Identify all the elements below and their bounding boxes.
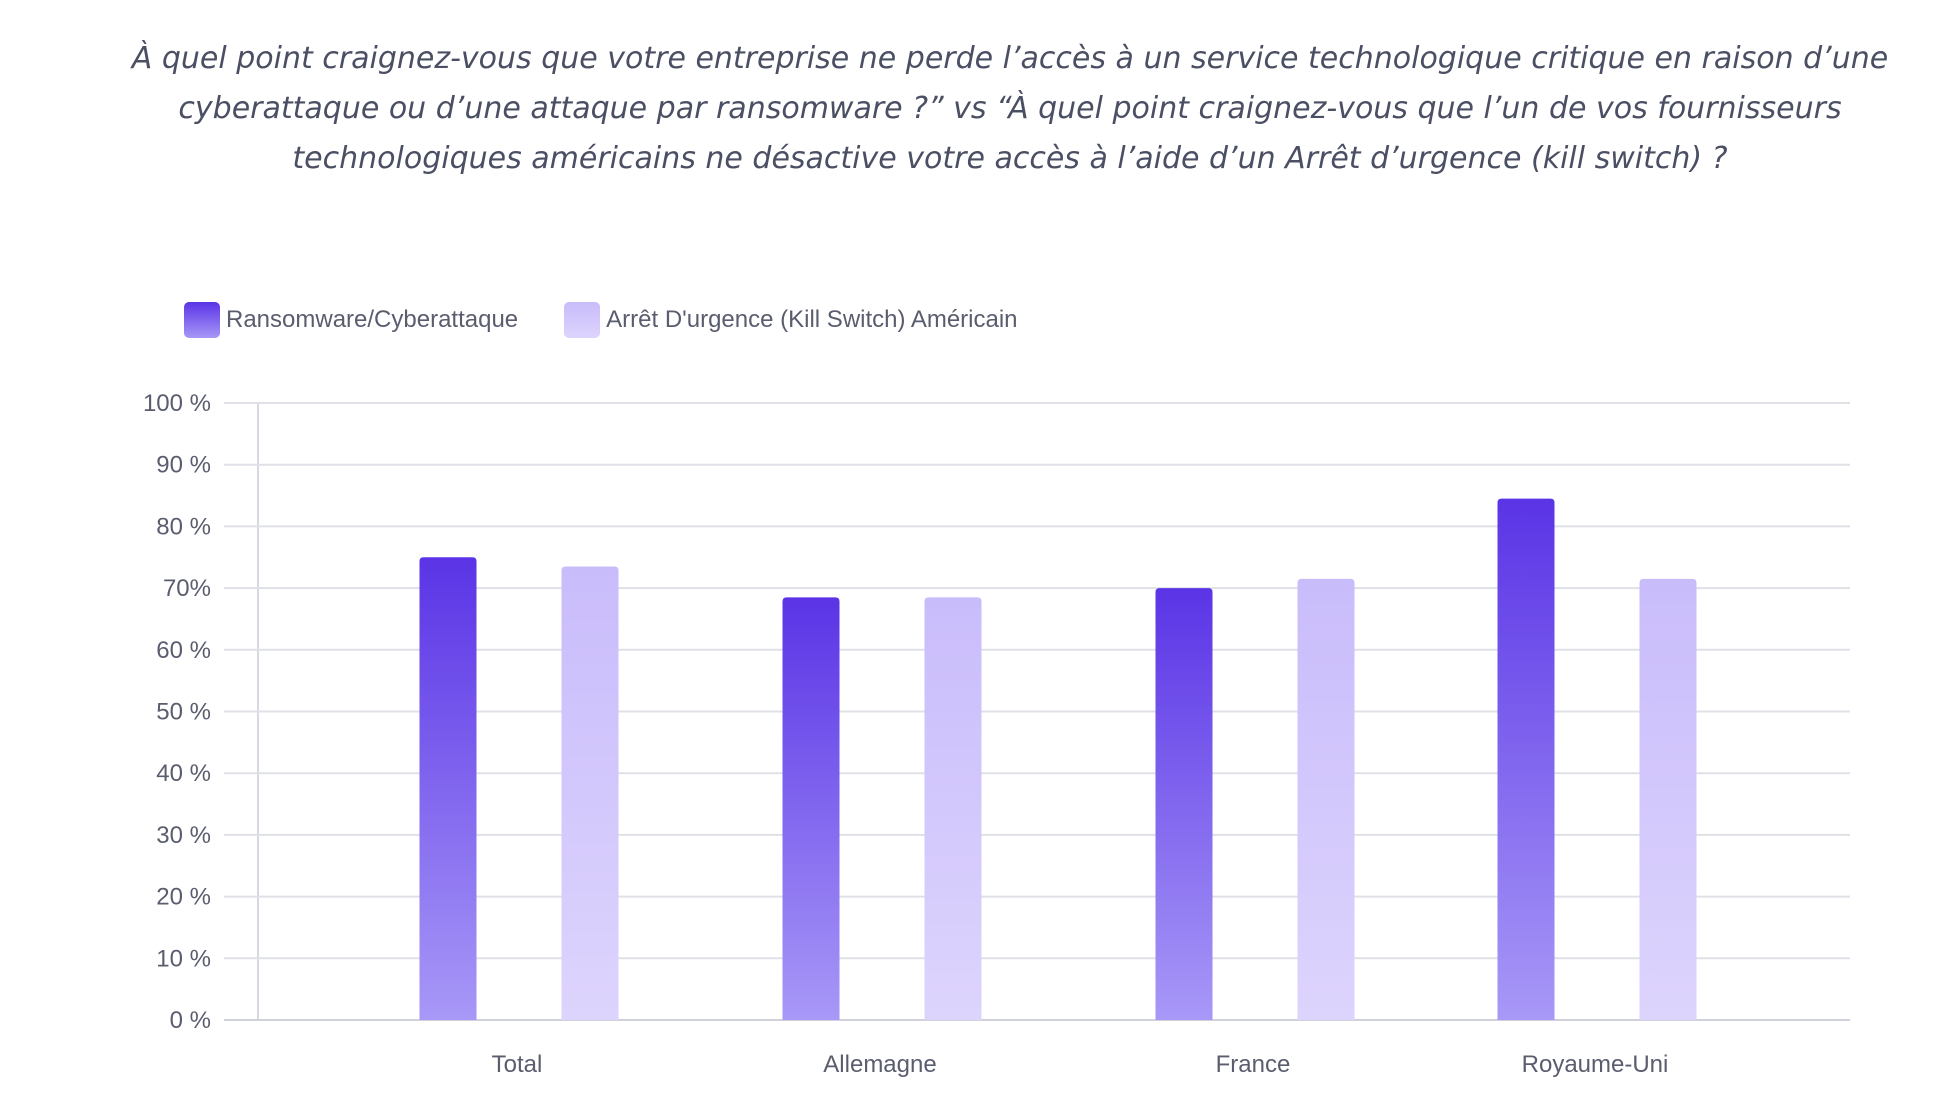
bar-ransomware-royaume-uni	[1497, 498, 1555, 1020]
gridlines	[224, 402, 1850, 1021]
legend-swatch-ransomware	[184, 302, 220, 338]
y-tick-label: 10 %	[156, 945, 211, 972]
bar-ransomware-france	[1155, 588, 1213, 1020]
y-tick-label: 70%	[163, 575, 211, 602]
y-tick-label: 20 %	[156, 884, 211, 911]
legend-label-ransomware: Ransomware/Cyberattaque	[226, 306, 519, 333]
legend-item-ransomware: Ransomware/Cyberattaque	[184, 302, 518, 338]
legend: Ransomware/Cyberattaque Arrêt D'urgence …	[184, 300, 1064, 340]
bar-ransomware-total	[419, 557, 477, 1020]
x-tick-label: Total	[492, 1051, 543, 1078]
bar-kill-switch-total	[561, 566, 619, 1020]
bars	[419, 498, 1697, 1020]
legend-label-kill-switch: Arrêt D'urgence (Kill Switch) Américain	[606, 306, 1018, 333]
y-tick-label: 50 %	[156, 699, 211, 726]
y-tick-label: 0 %	[170, 1007, 211, 1034]
bar-kill-switch-allemagne	[924, 597, 982, 1020]
y-tick-label: 60 %	[156, 637, 211, 664]
x-tick-label: Allemagne	[823, 1051, 936, 1078]
x-tick-label: Royaume-Uni	[1522, 1051, 1669, 1078]
x-axis-ticks: Total Allemagne France Royaume-Uni	[492, 1051, 1669, 1078]
bar-ransomware-allemagne	[782, 597, 840, 1020]
y-tick-label: 30 %	[156, 822, 211, 849]
y-tick-label: 90 %	[156, 452, 211, 479]
x-tick-label: France	[1216, 1051, 1291, 1078]
y-tick-label: 40 %	[156, 760, 211, 787]
y-tick-label: 100 %	[143, 390, 211, 417]
chart-title: À quel point craignez-vous que votre ent…	[131, 41, 1889, 176]
y-tick-label: 80 %	[156, 513, 211, 540]
bar-kill-switch-france	[1297, 578, 1355, 1020]
legend-swatch-kill-switch	[564, 302, 601, 338]
legend-item-kill-switch: Arrêt D'urgence (Kill Switch) Américain	[564, 302, 1018, 338]
y-axis-ticks: 0 % 10 % 20 % 30 % 40 % 50 % 60 % 70% 80 % 90 % 10…	[143, 390, 211, 1034]
bar-kill-switch-royaume-uni	[1639, 578, 1697, 1020]
